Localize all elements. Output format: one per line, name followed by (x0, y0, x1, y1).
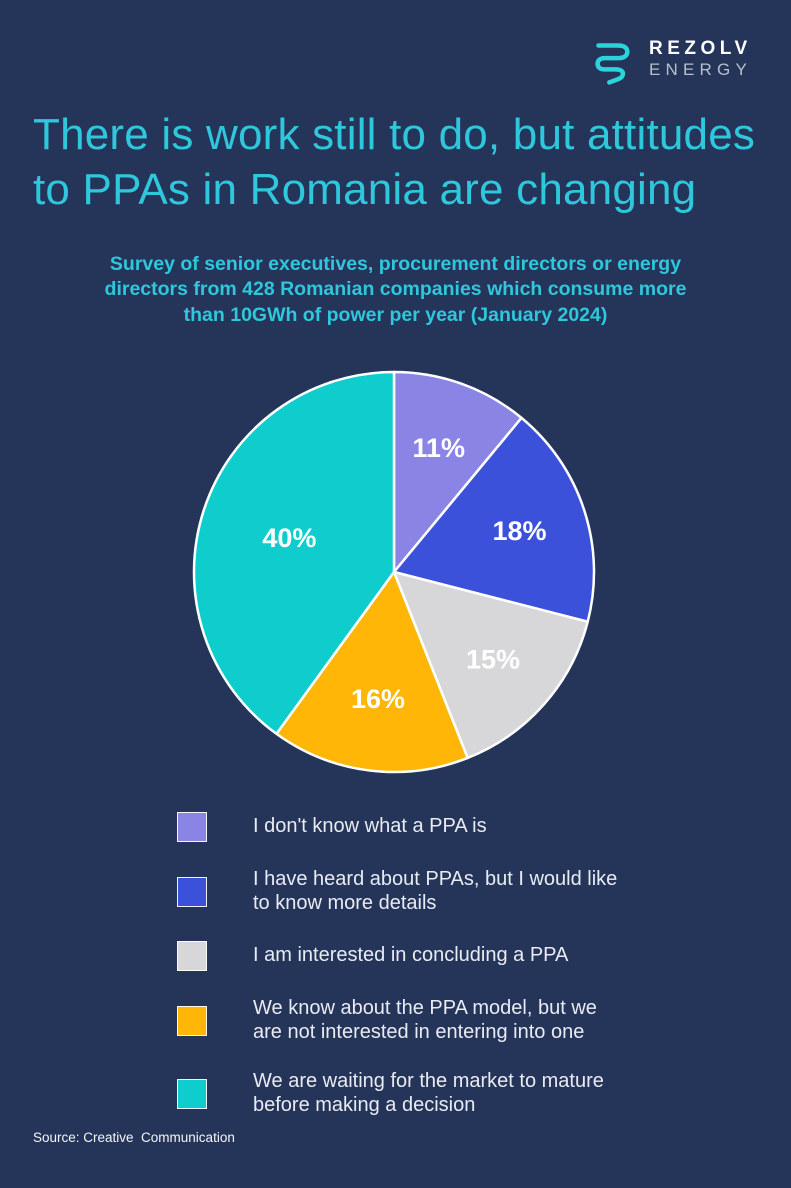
legend-label-0: I don't know what a PPA is (253, 815, 487, 838)
page-title: There is work still to do, but attitudes… (33, 110, 756, 214)
pie-slice-3 (275, 570, 469, 774)
legend-item: I don't know what a PPA is (177, 812, 617, 842)
legend-swatch-2 (177, 941, 207, 972)
pie-slice-label-0: 11% (412, 433, 465, 463)
legend-label-1: I have heard about PPAs, but I would lik… (253, 868, 618, 914)
pie-slice-label-3: 16% (351, 684, 405, 714)
legend-swatch-3 (177, 1005, 207, 1036)
legend-item: We are waiting for the market to mature … (177, 1070, 617, 1117)
logo-wordmark: REZOLV ENERGY (649, 38, 752, 79)
legend-swatch-0 (177, 812, 207, 842)
logo-primary-text: REZOLV (649, 38, 752, 60)
pie-slice-label-2: 15% (466, 644, 520, 674)
legend-item: We know about the PPA model, but we are … (177, 997, 617, 1044)
pie-slice-4 (192, 370, 396, 736)
legend-label-2: I am interested in concluding a PPA (253, 944, 569, 967)
pie-slice-1 (392, 416, 596, 623)
pie-slice-2 (392, 570, 589, 760)
pie-slice-0 (392, 370, 523, 574)
legend-swatch-1 (177, 876, 207, 907)
legend-label-4: We are waiting for the market to mature … (253, 1070, 604, 1116)
header-logo: REZOLV ENERGY (585, 32, 752, 86)
legend-label-3: We know about the PPA model, but we are … (253, 997, 597, 1043)
legend-item: I have heard about PPAs, but I would lik… (177, 868, 617, 915)
legend-swatch-4 (177, 1078, 207, 1109)
pie-slice-label-1: 18% (492, 516, 546, 546)
pie-slice-label-4: 40% (262, 523, 316, 553)
legend-item: I am interested in concluding a PPA (177, 941, 617, 972)
pie-chart-container: 11% 18% 15% 16% 40% (184, 362, 604, 782)
chart-subtitle: Survey of senior executives, procurement… (104, 253, 687, 326)
rezolv-logo-icon (595, 43, 630, 85)
logo-secondary-text: ENERGY (649, 60, 752, 80)
pie-chart: 11% 18% 15% 16% 40% (192, 370, 596, 774)
legend: I don't know what a PPA is I have heard … (177, 812, 617, 1118)
source-note: Source: Creative Communication (33, 1130, 235, 1145)
